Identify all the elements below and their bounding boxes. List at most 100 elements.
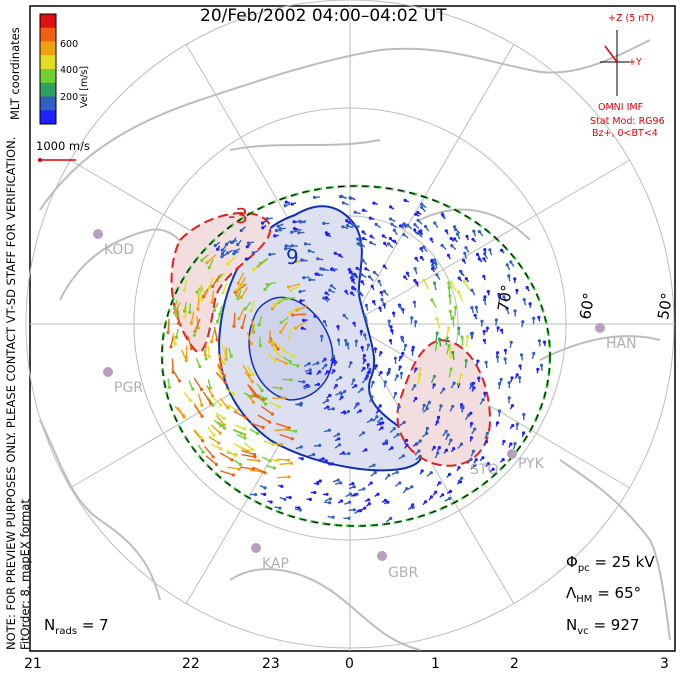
velocity-colorbar bbox=[39, 13, 57, 125]
vector-origin-dot bbox=[363, 316, 367, 320]
vector-origin-dot bbox=[209, 340, 214, 344]
vector-origin-dot bbox=[411, 503, 415, 507]
vector-origin-dot bbox=[450, 244, 454, 248]
vector-origin-dot bbox=[376, 492, 380, 496]
vector-origin-dot bbox=[288, 360, 292, 364]
vector-origin-dot bbox=[244, 257, 248, 261]
site-han: HAN bbox=[606, 336, 637, 352]
vector-origin-dot bbox=[291, 354, 296, 358]
vector-origin-dot bbox=[358, 409, 362, 413]
vector-origin-dot bbox=[258, 261, 262, 265]
stat-lambda: ΛHM = 65° bbox=[566, 584, 642, 605]
vector-origin-dot bbox=[251, 372, 255, 377]
vector-origin-dot bbox=[339, 481, 343, 485]
vector-origin-dot bbox=[431, 267, 435, 271]
velocity-vector bbox=[190, 311, 195, 324]
vector-origin-dot bbox=[496, 351, 500, 355]
vector-origin-dot bbox=[278, 506, 282, 510]
vector-origin-dot bbox=[388, 236, 392, 241]
vector-origin-dot bbox=[290, 437, 294, 441]
vector-origin-dot bbox=[505, 263, 509, 267]
colorbar-segment bbox=[40, 55, 56, 70]
velocity-vector bbox=[180, 349, 187, 361]
vector-origin-dot bbox=[221, 290, 225, 295]
velocity-vector bbox=[242, 364, 251, 376]
imf-source: OMNI IMF bbox=[598, 102, 644, 113]
velocity-vector bbox=[177, 309, 180, 324]
vector-origin-dot bbox=[537, 315, 541, 319]
vector-origin-dot bbox=[357, 289, 361, 293]
velocity-vector bbox=[167, 318, 170, 333]
velocity-vector bbox=[193, 404, 203, 417]
scale-vector-label: 1000 m/s bbox=[36, 139, 90, 153]
colorbar-segment bbox=[40, 96, 56, 111]
vector-origin-dot bbox=[505, 307, 509, 311]
vector-origin-dot bbox=[410, 485, 414, 489]
site-gbr: GBR bbox=[388, 565, 419, 581]
vector-origin-dot bbox=[273, 359, 277, 363]
vector-origin-dot bbox=[418, 366, 422, 371]
velocity-vector bbox=[423, 279, 430, 290]
colorbar-segment bbox=[40, 69, 56, 84]
vector-origin-dot bbox=[272, 443, 276, 447]
vector-origin-dot bbox=[347, 268, 351, 272]
vector-origin-dot bbox=[491, 467, 495, 471]
velocity-vector bbox=[250, 300, 256, 311]
vector-origin-dot bbox=[276, 347, 280, 351]
vector-origin-dot bbox=[274, 228, 279, 233]
vector-origin-dot bbox=[174, 335, 179, 339]
vector-origin-dot bbox=[371, 380, 375, 384]
vector-origin-dot bbox=[201, 295, 206, 299]
vector-origin-dot bbox=[414, 212, 418, 216]
vector-origin-dot bbox=[361, 237, 365, 241]
vector-origin-dot bbox=[389, 516, 393, 521]
imf-model: Stat Mod: RG96 bbox=[590, 116, 665, 127]
vector-origin-dot bbox=[356, 242, 360, 246]
velocity-vector bbox=[251, 319, 254, 332]
vector-origin-dot bbox=[182, 288, 186, 292]
vector-origin-dot bbox=[405, 487, 409, 491]
vector-origin-dot bbox=[218, 431, 222, 435]
vector-origin-dot bbox=[282, 396, 286, 400]
vector-origin-dot bbox=[518, 376, 522, 380]
vector-origin-dot bbox=[302, 318, 306, 322]
vector-origin-dot bbox=[433, 221, 437, 225]
velocity-vector bbox=[210, 329, 216, 342]
vector-origin-dot bbox=[173, 342, 177, 346]
vector-origin-dot bbox=[405, 271, 409, 275]
vector-origin-dot bbox=[312, 452, 316, 457]
vector-origin-dot bbox=[400, 336, 404, 340]
vector-origin-dot bbox=[453, 305, 458, 309]
vector-origin-dot bbox=[294, 429, 298, 433]
imf-y-label: +Y bbox=[628, 57, 642, 68]
vector-origin-dot bbox=[503, 348, 507, 352]
velocity-vector bbox=[238, 307, 245, 320]
vector-origin-dot bbox=[502, 295, 506, 299]
vector-origin-dot bbox=[299, 445, 303, 449]
vector-origin-dot bbox=[464, 246, 468, 250]
velocity-vector bbox=[458, 291, 464, 302]
vector-origin-dot bbox=[222, 423, 226, 427]
vector-origin-dot bbox=[532, 316, 536, 320]
vector-origin-dot bbox=[399, 355, 403, 359]
vector-origin-dot bbox=[414, 367, 418, 371]
note-line-2: FitOrder: 8, mapEX format bbox=[18, 499, 32, 650]
vector-origin-dot bbox=[257, 459, 261, 463]
vector-origin-dot bbox=[327, 428, 331, 432]
vector-origin-dot bbox=[377, 408, 381, 412]
vector-origin-dot bbox=[201, 450, 205, 454]
velocity-vector bbox=[216, 363, 226, 377]
vector-origin-dot bbox=[360, 345, 364, 350]
velocity-vector bbox=[233, 312, 236, 327]
vector-origin-dot bbox=[439, 404, 443, 408]
vector-origin-dot bbox=[395, 374, 399, 378]
vector-origin-dot bbox=[249, 342, 253, 346]
mlt-tick-1: 1 bbox=[431, 656, 440, 672]
vector-origin-dot bbox=[299, 299, 303, 303]
vector-origin-dot bbox=[387, 319, 391, 323]
vector-origin-dot bbox=[279, 330, 283, 334]
vector-origin-dot bbox=[432, 383, 436, 387]
vector-origin-dot bbox=[314, 272, 318, 276]
vector-origin-dot bbox=[404, 343, 408, 348]
vector-origin-dot bbox=[232, 252, 236, 256]
